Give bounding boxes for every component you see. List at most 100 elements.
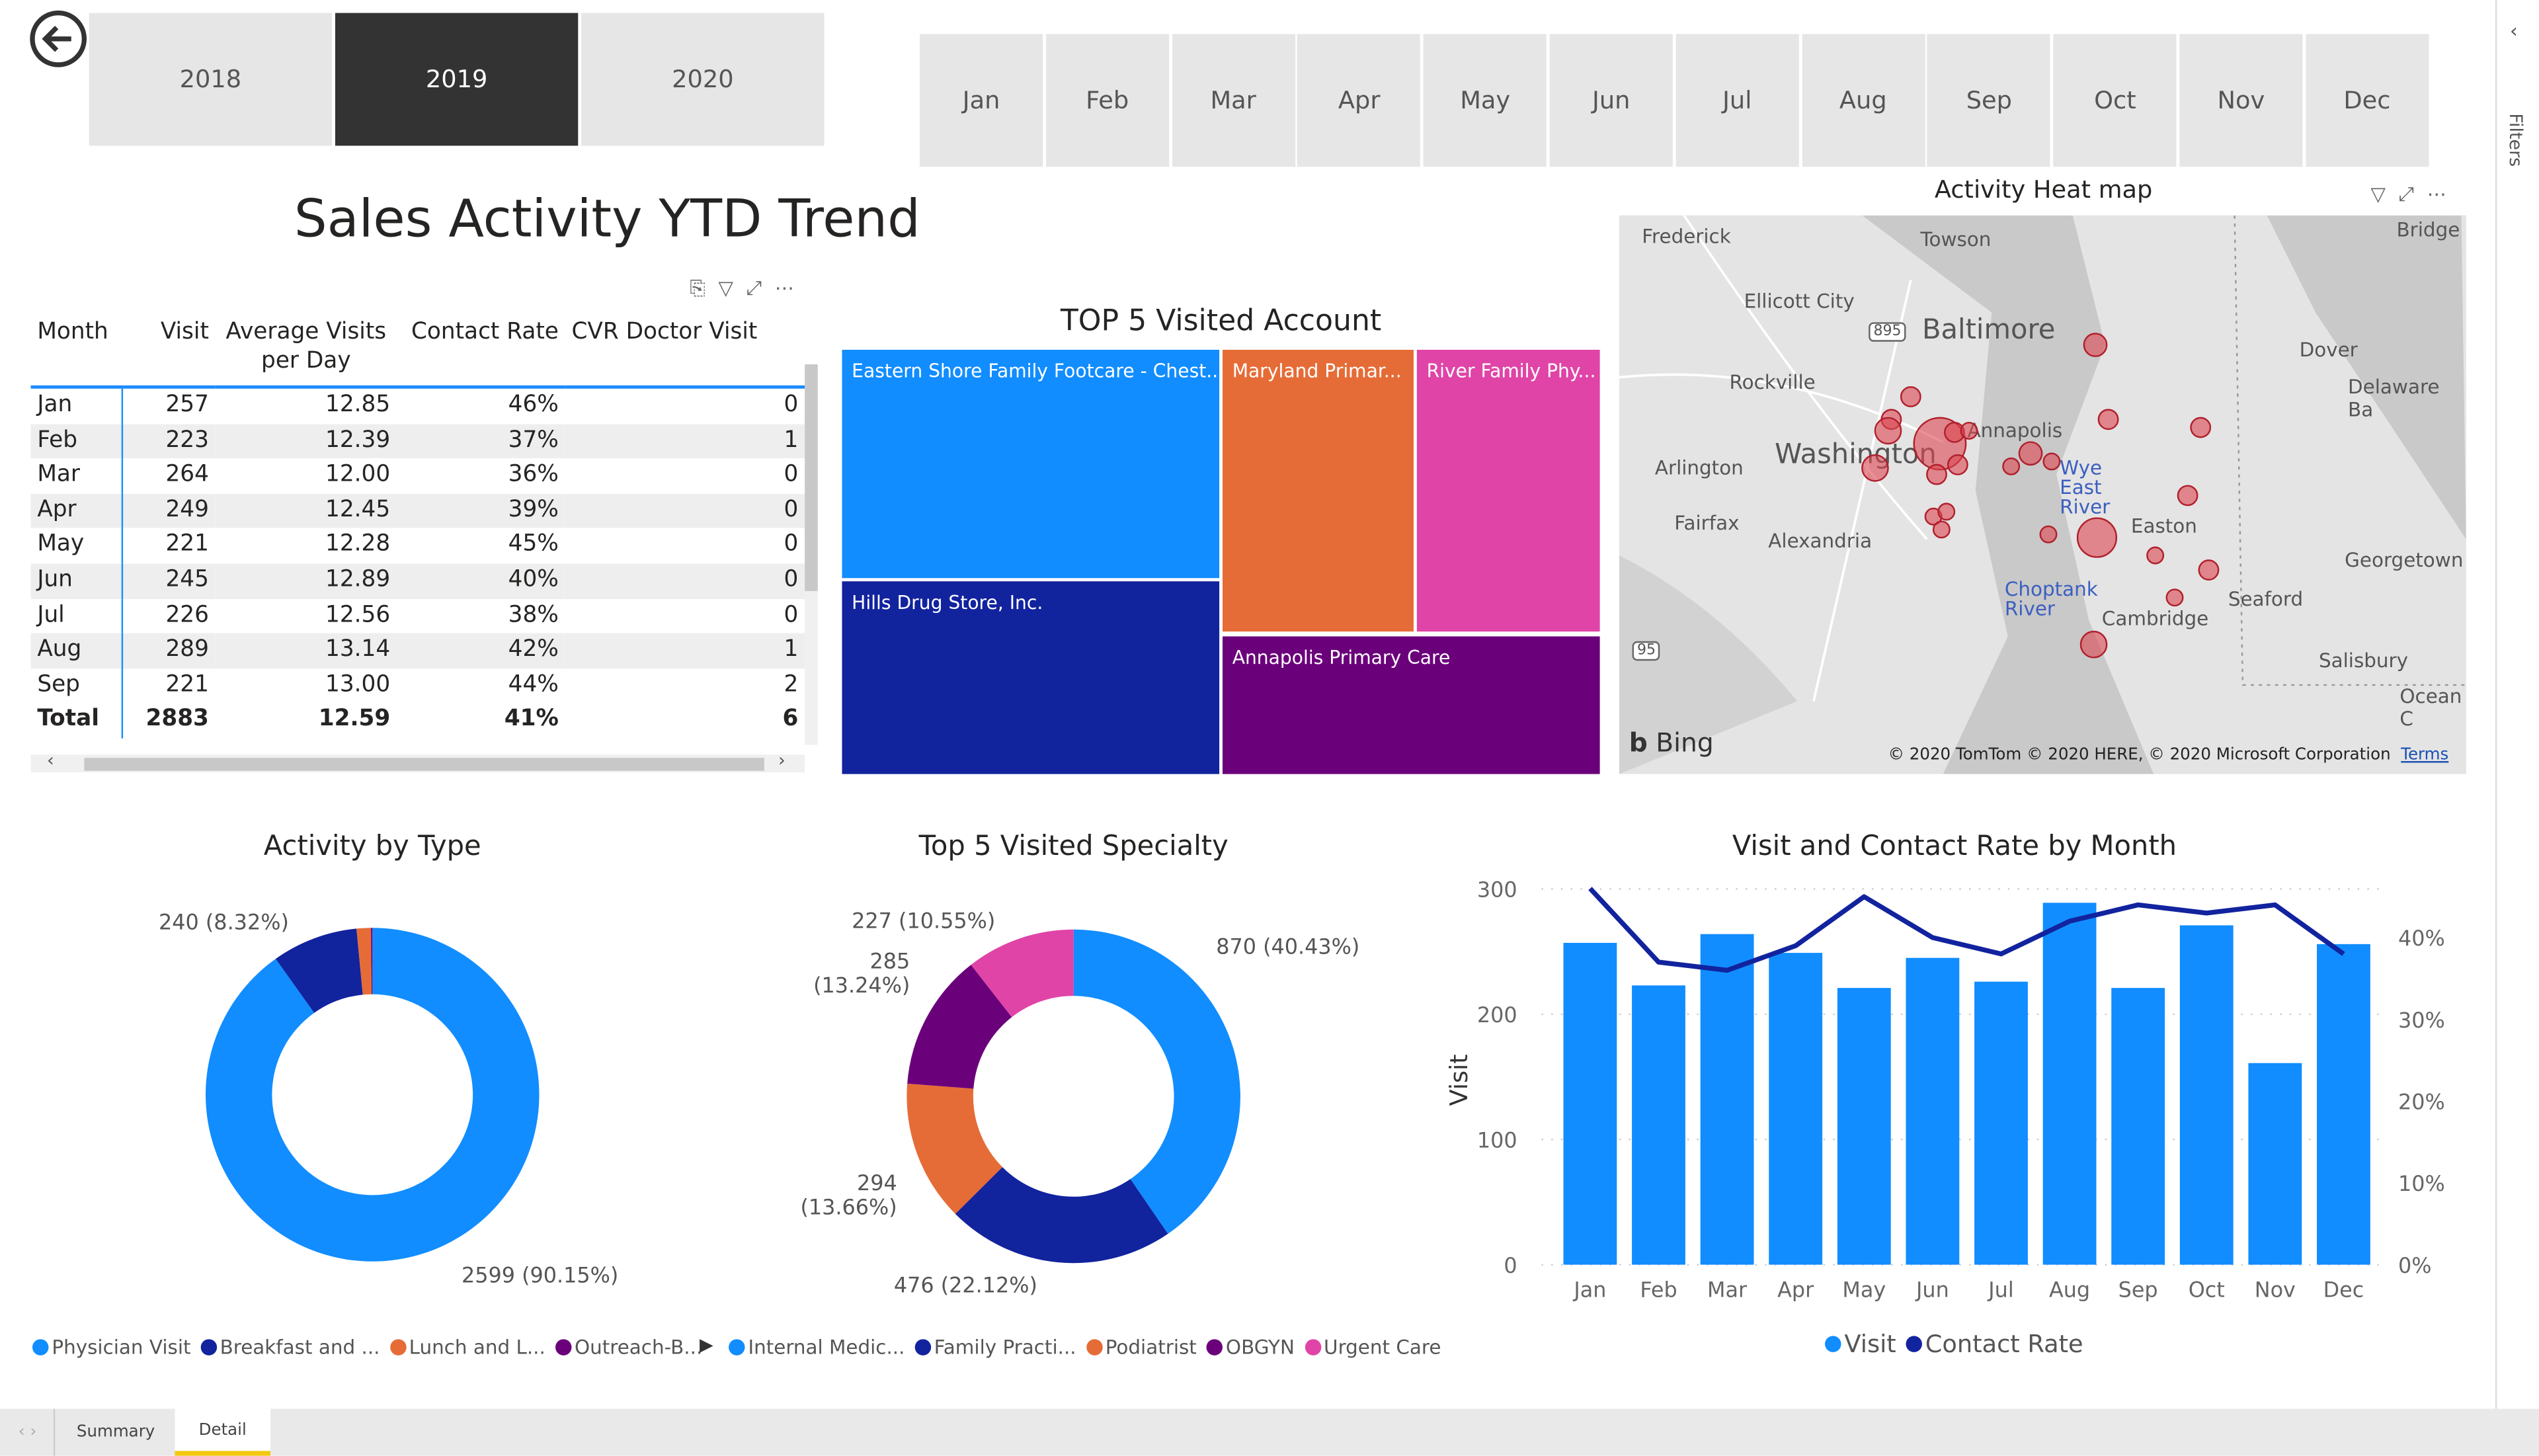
data-label: 294 (13.66%) (800, 1172, 897, 1221)
filter-icon[interactable]: ▽ (718, 276, 746, 300)
treemap-tile[interactable]: Hills Drug Store, Inc. (842, 581, 1220, 774)
column-header[interactable]: Month (30, 307, 122, 389)
legend-item[interactable]: Lunch and L... (389, 1336, 545, 1359)
map-bubble (2018, 441, 2043, 466)
legend-item[interactable]: Urgent Care (1304, 1336, 1441, 1359)
bar-feb (1632, 985, 1685, 1265)
tab-summary[interactable]: Summary (53, 1408, 177, 1456)
treemap-tile[interactable]: Eastern Shore Family Footcare - Chest... (842, 349, 1220, 579)
y2-tick-label: 20% (2398, 1090, 2445, 1115)
legend-item[interactable]: Visit (1825, 1330, 1896, 1359)
legend-item[interactable]: OBGYN (1206, 1336, 1295, 1359)
legend-next-arrow-icon[interactable]: ▶ (699, 1334, 713, 1355)
visual-header-icons: ⎘▽⤢⋯ (690, 277, 807, 302)
year-button-2019[interactable]: 2019 (335, 13, 579, 146)
month-button-aug[interactable]: Aug (1801, 34, 1925, 167)
map-place-label: Bridge (2396, 218, 2460, 241)
x-tick-label: Aug (2049, 1277, 2090, 1303)
table-cell: Aug (30, 633, 122, 668)
filters-pane[interactable]: ‹ Filters (2495, 0, 2539, 1409)
table-cell: 221 (165, 532, 209, 558)
bar-jun (1906, 957, 1960, 1265)
month-button-sep[interactable]: Sep (1927, 34, 2051, 167)
table-row: Sep 221 13.00 44% 2 (30, 668, 805, 704)
column-header[interactable]: Contact Rate (397, 307, 565, 389)
table-cell: 44% (508, 671, 559, 698)
legend-label: Breakfast and ... (220, 1336, 380, 1359)
x-tick-label: Sep (2118, 1277, 2158, 1303)
treemap-tile[interactable]: Maryland Primar... (1222, 349, 1414, 632)
donut-slice-family-practi- (955, 1167, 1168, 1264)
table-cell: 13.14 (215, 633, 397, 668)
table-horizontal-scrollbar[interactable]: ‹ › (30, 750, 805, 773)
scroll-right-icon[interactable]: › (778, 749, 786, 771)
map-place-label: Fairfax (1674, 511, 1740, 535)
donut-slice-breakfast-and- (275, 928, 363, 1013)
filter-icon[interactable]: ▽ (2370, 182, 2399, 206)
data-label: 285 (13.24%) (813, 950, 910, 1000)
tab-detail[interactable]: Detail (175, 1408, 270, 1456)
treemap-tile[interactable]: Annapolis Primary Care (1222, 636, 1600, 774)
month-button-nov[interactable]: Nov (2179, 34, 2303, 167)
month-button-jan[interactable]: Jan (920, 34, 1043, 167)
x-tick-label: Dec (2323, 1277, 2364, 1303)
tab-scroll-arrows[interactable]: ‹ › (18, 1423, 37, 1441)
month-button-apr[interactable]: Apr (1297, 34, 1421, 167)
month-button-feb[interactable]: Feb (1045, 34, 1169, 167)
legend-item[interactable]: Internal Medic... (729, 1336, 905, 1359)
more-options-icon[interactable]: ⋯ (2427, 182, 2460, 206)
month-button-jul[interactable]: Jul (1675, 34, 1799, 167)
map-place-label: Wye East River (2060, 456, 2111, 518)
y2-tick-label: 10% (2398, 1171, 2445, 1196)
back-button[interactable] (29, 10, 87, 67)
month-button-jun[interactable]: Jun (1549, 34, 1673, 167)
legend-marker-icon (1906, 1336, 1922, 1352)
map-visual[interactable]: Frederick Towson Ellicott City Baltimore Roc… (1619, 215, 2466, 774)
treemap-tile[interactable]: River Family Phy... (1416, 349, 1600, 632)
focus-mode-icon[interactable]: ⤢ (2398, 182, 2427, 206)
table-cell: Apr (30, 493, 122, 529)
map-place-label: Alexandria (1768, 529, 1873, 553)
legend-item[interactable]: Contact Rate (1906, 1330, 2083, 1359)
column-header[interactable]: CVR Doctor Visit (565, 307, 805, 389)
donut-slice-outreach-b- (371, 928, 373, 994)
legend-item[interactable]: Podiatrist (1086, 1336, 1197, 1359)
map-place-label: Towson (1920, 228, 1992, 251)
year-button-2018[interactable]: 2018 (89, 13, 333, 146)
focus-mode-icon[interactable]: ⤢ (746, 276, 775, 300)
year-button-2020[interactable]: 2020 (581, 13, 825, 146)
map-bubble (1932, 520, 1951, 539)
month-button-mar[interactable]: Mar (1172, 34, 1295, 167)
legend-label: Internal Medic... (748, 1336, 905, 1359)
bar-jul (1974, 981, 2028, 1265)
table-row: Jan 257 12.85 46% 0 (30, 387, 805, 424)
total-cell: 2883 (145, 706, 209, 733)
table-vertical-scrollbar[interactable] (805, 364, 818, 745)
map-bubble (2079, 630, 2108, 659)
terms-link[interactable]: Terms (2401, 746, 2449, 764)
legend-item[interactable]: Breakfast and ... (200, 1336, 380, 1359)
month-button-oct[interactable]: Oct (2053, 34, 2177, 167)
map-place-label: Georgetown (2345, 549, 2464, 572)
month-button-dec[interactable]: Dec (2305, 34, 2429, 167)
legend-label: Outreach-B... (574, 1336, 703, 1359)
donut-slice-urgent-care (971, 929, 1074, 1018)
map-header-icons: ▽⤢⋯ (2370, 183, 2459, 208)
legend-item[interactable]: Family Practi... (914, 1336, 1076, 1359)
bar-jan (1563, 942, 1617, 1265)
copy-icon[interactable]: ⎘ (690, 276, 719, 300)
table-cell: 249 (121, 493, 216, 529)
column-header[interactable]: Average Visits per Day (215, 307, 397, 389)
bar-aug (2042, 903, 2097, 1265)
table-cell: 40% (397, 563, 565, 599)
legend-item[interactable]: Physician Visit (32, 1336, 191, 1359)
scroll-left-icon[interactable]: ‹ (47, 749, 54, 771)
table-row: Jul 226 12.56 38% 0 (30, 598, 805, 633)
column-header[interactable]: Visit (121, 307, 216, 389)
collapse-chevron-icon[interactable]: ‹ (2509, 19, 2518, 42)
map-title: Activity Heat map (1934, 175, 2153, 204)
legend-item[interactable]: Outreach-B... (555, 1336, 703, 1359)
map-bubble (2039, 525, 2058, 544)
month-button-may[interactable]: May (1424, 34, 1547, 167)
more-options-icon[interactable]: ⋯ (774, 276, 807, 300)
